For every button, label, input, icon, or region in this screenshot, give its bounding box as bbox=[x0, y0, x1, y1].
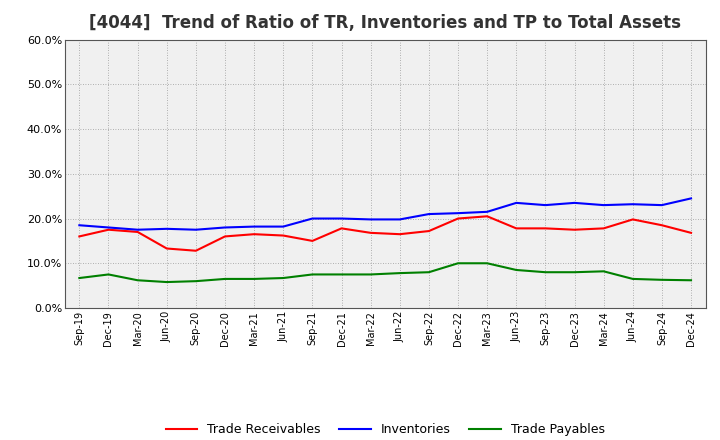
Trade Receivables bbox=[366, 230, 375, 235]
Trade Receivables bbox=[133, 229, 142, 235]
Inventories bbox=[192, 227, 200, 232]
Trade Payables bbox=[366, 272, 375, 277]
Trade Payables bbox=[279, 275, 287, 281]
Trade Payables bbox=[570, 270, 579, 275]
Trade Payables bbox=[687, 278, 696, 283]
Inventories bbox=[483, 209, 492, 214]
Trade Receivables bbox=[192, 248, 200, 253]
Trade Receivables bbox=[629, 217, 637, 222]
Inventories bbox=[337, 216, 346, 221]
Inventories bbox=[279, 224, 287, 229]
Inventories bbox=[104, 225, 113, 230]
Trade Receivables bbox=[425, 228, 433, 234]
Inventories bbox=[629, 202, 637, 207]
Inventories bbox=[541, 202, 550, 208]
Trade Payables bbox=[425, 270, 433, 275]
Trade Payables bbox=[75, 275, 84, 281]
Trade Receivables bbox=[541, 226, 550, 231]
Trade Receivables bbox=[220, 234, 229, 239]
Trade Receivables bbox=[657, 223, 666, 228]
Trade Receivables bbox=[308, 238, 317, 244]
Inventories bbox=[454, 210, 462, 216]
Trade Payables bbox=[483, 260, 492, 266]
Trade Payables bbox=[541, 270, 550, 275]
Trade Receivables bbox=[250, 231, 258, 237]
Trade Receivables bbox=[570, 227, 579, 232]
Trade Payables bbox=[454, 260, 462, 266]
Trade Receivables bbox=[75, 234, 84, 239]
Inventories bbox=[512, 200, 521, 205]
Inventories bbox=[220, 225, 229, 230]
Trade Payables bbox=[104, 272, 113, 277]
Inventories bbox=[308, 216, 317, 221]
Trade Receivables bbox=[512, 226, 521, 231]
Title: [4044]  Trend of Ratio of TR, Inventories and TP to Total Assets: [4044] Trend of Ratio of TR, Inventories… bbox=[89, 15, 681, 33]
Trade Payables bbox=[133, 278, 142, 283]
Trade Receivables bbox=[104, 227, 113, 232]
Trade Receivables bbox=[599, 226, 608, 231]
Inventories bbox=[133, 227, 142, 232]
Trade Receivables bbox=[454, 216, 462, 221]
Inventories bbox=[687, 196, 696, 201]
Inventories bbox=[425, 211, 433, 216]
Trade Payables bbox=[512, 268, 521, 273]
Trade Payables bbox=[629, 276, 637, 282]
Trade Payables bbox=[337, 272, 346, 277]
Inventories bbox=[599, 202, 608, 208]
Trade Receivables bbox=[279, 233, 287, 238]
Inventories bbox=[570, 200, 579, 205]
Trade Payables bbox=[395, 271, 404, 276]
Trade Receivables bbox=[337, 226, 346, 231]
Inventories bbox=[366, 217, 375, 222]
Legend: Trade Receivables, Inventories, Trade Payables: Trade Receivables, Inventories, Trade Pa… bbox=[161, 418, 610, 440]
Trade Payables bbox=[192, 279, 200, 284]
Trade Receivables bbox=[483, 214, 492, 219]
Inventories bbox=[395, 217, 404, 222]
Line: Inventories: Inventories bbox=[79, 198, 691, 230]
Line: Trade Receivables: Trade Receivables bbox=[79, 216, 691, 251]
Trade Receivables bbox=[687, 230, 696, 235]
Inventories bbox=[163, 226, 171, 231]
Trade Receivables bbox=[395, 231, 404, 237]
Line: Trade Payables: Trade Payables bbox=[79, 263, 691, 282]
Inventories bbox=[75, 223, 84, 228]
Trade Payables bbox=[163, 279, 171, 285]
Trade Receivables bbox=[163, 246, 171, 251]
Trade Payables bbox=[308, 272, 317, 277]
Trade Payables bbox=[250, 276, 258, 282]
Trade Payables bbox=[220, 276, 229, 282]
Trade Payables bbox=[599, 269, 608, 274]
Inventories bbox=[250, 224, 258, 229]
Inventories bbox=[657, 202, 666, 208]
Trade Payables bbox=[657, 277, 666, 282]
